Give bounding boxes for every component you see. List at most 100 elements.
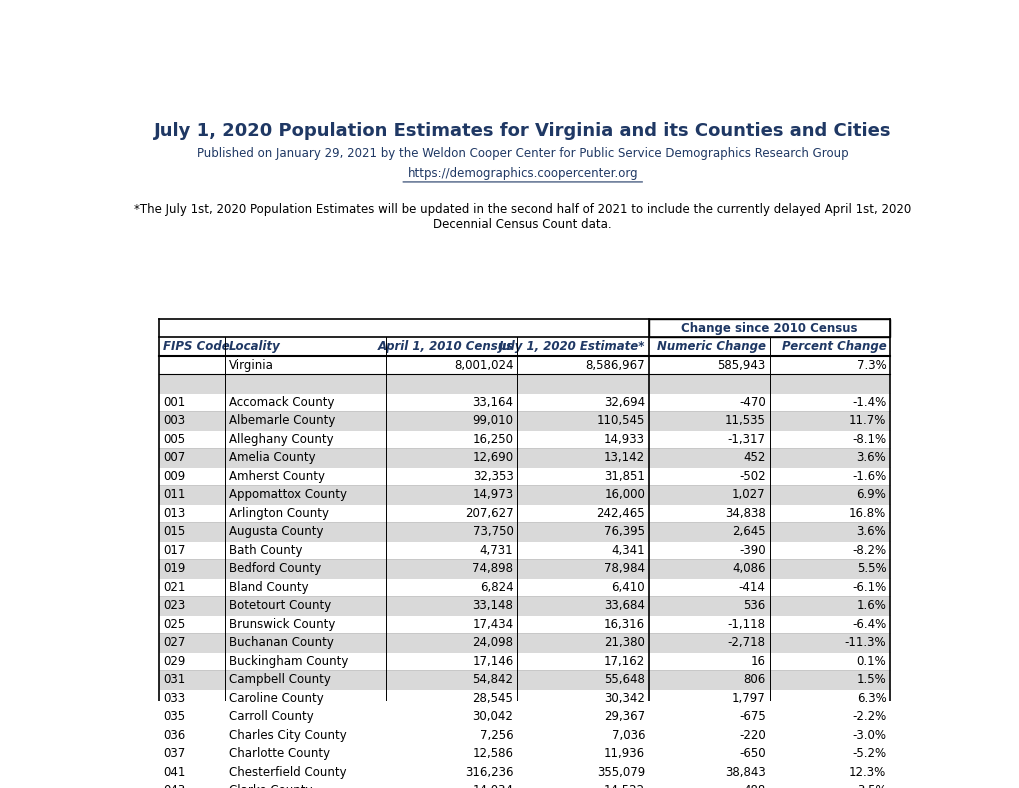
Bar (159, 429, 890, 448)
Text: 74,898: 74,898 (472, 562, 513, 575)
Text: Albemarle County: Albemarle County (228, 414, 335, 427)
Text: 34,838: 34,838 (725, 507, 765, 519)
Text: -6.4%: -6.4% (851, 618, 886, 630)
Text: -1.6%: -1.6% (851, 470, 886, 482)
Text: 14,973: 14,973 (472, 488, 513, 501)
Text: -6.1%: -6.1% (851, 581, 886, 593)
Bar (159, 763, 890, 782)
Text: -11.3%: -11.3% (844, 636, 886, 649)
Text: 11,936: 11,936 (603, 747, 644, 760)
Text: 001: 001 (163, 396, 185, 408)
Text: 041: 041 (163, 766, 185, 779)
Text: FIPS Code: FIPS Code (163, 340, 229, 353)
Text: 16,316: 16,316 (603, 618, 644, 630)
Text: 14,034: 14,034 (472, 784, 513, 788)
Text: 7,256: 7,256 (479, 729, 513, 742)
Text: 021: 021 (163, 581, 185, 593)
Bar (159, 615, 890, 634)
Text: Published on January 29, 2021 by the Weldon Cooper Center for Public Service Dem: Published on January 29, 2021 by the Wel… (197, 147, 848, 160)
Text: 3.5%: 3.5% (856, 784, 886, 788)
Text: *The July 1st, 2020 Population Estimates will be updated in the second half of 2: *The July 1st, 2020 Population Estimates… (133, 203, 911, 231)
Text: -1,317: -1,317 (727, 433, 765, 445)
Text: 16,000: 16,000 (603, 488, 644, 501)
Text: 8,001,024: 8,001,024 (453, 359, 513, 371)
Text: 1.6%: 1.6% (856, 599, 886, 612)
Text: 28,545: 28,545 (472, 692, 513, 704)
Bar (159, 671, 890, 689)
Text: 11,535: 11,535 (725, 414, 765, 427)
Text: Appomattox County: Appomattox County (228, 488, 346, 501)
Text: 54,842: 54,842 (472, 673, 513, 686)
Text: 21,380: 21,380 (603, 636, 644, 649)
Text: Virginia: Virginia (228, 359, 273, 371)
Bar (159, 411, 890, 429)
Text: 035: 035 (163, 710, 185, 723)
Text: 6.9%: 6.9% (856, 488, 886, 501)
Text: 14,522: 14,522 (603, 784, 644, 788)
Text: 33,164: 33,164 (472, 396, 513, 408)
Text: 025: 025 (163, 618, 185, 630)
Bar (159, 466, 890, 485)
Text: Alleghany County: Alleghany County (228, 433, 333, 445)
Text: 38,843: 38,843 (725, 766, 765, 779)
Text: 036: 036 (163, 729, 185, 742)
Text: -2,718: -2,718 (727, 636, 765, 649)
Text: 14,933: 14,933 (603, 433, 644, 445)
Text: Botetourt County: Botetourt County (228, 599, 331, 612)
Text: 1,027: 1,027 (732, 488, 765, 501)
Text: 32,353: 32,353 (472, 470, 513, 482)
Bar (225, 337, 385, 355)
Text: 806: 806 (743, 673, 765, 686)
Bar (159, 374, 890, 392)
Text: Numeric Change: Numeric Change (656, 340, 765, 353)
Text: Amelia County: Amelia County (228, 451, 315, 464)
Text: Locality: Locality (228, 340, 280, 353)
Bar (159, 745, 890, 763)
Text: 019: 019 (163, 562, 185, 575)
Text: -502: -502 (739, 470, 765, 482)
Text: 31,851: 31,851 (603, 470, 644, 482)
Text: 316,236: 316,236 (465, 766, 513, 779)
Text: 585,943: 585,943 (716, 359, 765, 371)
Text: 536: 536 (743, 599, 765, 612)
Bar (159, 782, 890, 788)
Bar (159, 522, 890, 541)
Text: -1.4%: -1.4% (851, 396, 886, 408)
Text: Buckingham County: Buckingham County (228, 655, 347, 667)
Text: 0.1%: 0.1% (856, 655, 886, 667)
Text: 17,162: 17,162 (603, 655, 644, 667)
Text: -3.0%: -3.0% (852, 729, 886, 742)
Text: 13,142: 13,142 (603, 451, 644, 464)
Text: -414: -414 (738, 581, 765, 593)
Bar (159, 726, 890, 745)
Bar (159, 578, 890, 597)
Text: 3.6%: 3.6% (856, 451, 886, 464)
Text: 7.3%: 7.3% (856, 359, 886, 371)
Text: Brunswick County: Brunswick County (228, 618, 335, 630)
Text: 007: 007 (163, 451, 185, 464)
Text: 6,410: 6,410 (610, 581, 644, 593)
Text: 3.6%: 3.6% (856, 525, 886, 538)
Text: 242,465: 242,465 (596, 507, 644, 519)
Text: Buchanan County: Buchanan County (228, 636, 333, 649)
Text: 017: 017 (163, 544, 185, 556)
Bar (159, 448, 890, 466)
Text: 355,079: 355,079 (596, 766, 644, 779)
Bar (159, 708, 890, 726)
Bar (517, 337, 648, 355)
Text: 027: 027 (163, 636, 185, 649)
Text: 30,342: 30,342 (603, 692, 644, 704)
Text: Bedford County: Bedford County (228, 562, 321, 575)
Text: 16.8%: 16.8% (848, 507, 886, 519)
Text: -470: -470 (738, 396, 765, 408)
Text: Charles City County: Charles City County (228, 729, 346, 742)
Text: 031: 031 (163, 673, 185, 686)
Text: Clarke County: Clarke County (228, 784, 312, 788)
Text: July 1, 2020 Population Estimates for Virginia and its Counties and Cities: July 1, 2020 Population Estimates for Vi… (154, 122, 891, 139)
Text: -2.2%: -2.2% (851, 710, 886, 723)
Bar (159, 504, 890, 522)
Text: Change since 2010 Census: Change since 2010 Census (681, 322, 857, 335)
Text: 6.3%: 6.3% (856, 692, 886, 704)
Text: 003: 003 (163, 414, 185, 427)
Text: 452: 452 (743, 451, 765, 464)
